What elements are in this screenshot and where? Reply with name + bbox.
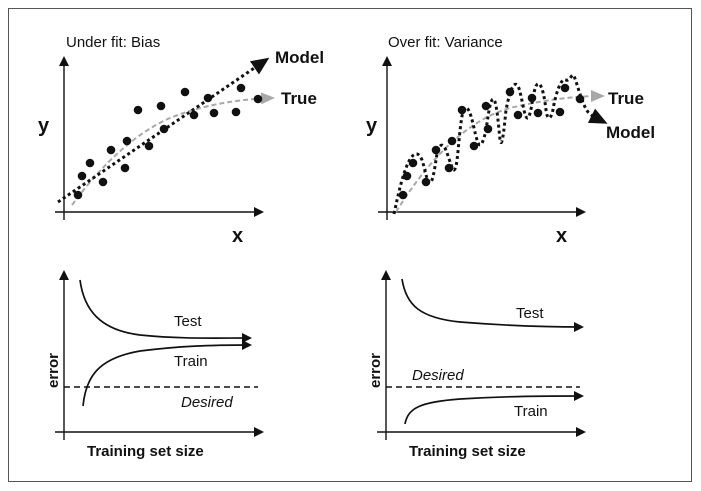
data-point: [231, 107, 241, 117]
data-point: [398, 190, 408, 200]
variance-curve-x-label: Training set size: [409, 443, 526, 460]
data-point: [505, 87, 515, 97]
data-point: [469, 141, 479, 151]
data-point: [457, 105, 467, 115]
data-point: [156, 101, 166, 111]
overfit-panel: Over fit: Variance y x True: [366, 34, 655, 247]
bias-learning-curve-panel: error Training set size Desired Test Tra…: [45, 270, 264, 460]
bias-curve-test-curve: [79, 279, 252, 344]
data-point: [444, 163, 454, 173]
data-point: [431, 145, 441, 155]
overfit-true-curve: [395, 90, 605, 213]
variance-curve-train-curve: [404, 391, 584, 425]
data-point: [203, 93, 213, 103]
data-point: [513, 110, 523, 120]
underfit-model-label: Model: [275, 48, 324, 67]
data-point: [408, 158, 418, 168]
data-point: [575, 94, 585, 104]
overfit-points: [398, 83, 585, 200]
underfit-y-label: y: [38, 115, 50, 137]
figure-frame: [8, 8, 692, 482]
data-point: [447, 136, 457, 146]
data-point: [85, 158, 95, 168]
bias-curve-desired-label: Desired: [181, 394, 233, 411]
bias-curve-test-label: Test: [174, 313, 202, 330]
data-point: [159, 124, 169, 134]
overfit-true-label: True: [608, 89, 644, 108]
bias-curve-train-label: Train: [174, 353, 208, 370]
data-point: [209, 108, 219, 118]
underfit-points: [73, 83, 263, 200]
underfit-x-label: x: [232, 225, 243, 247]
variance-curve-train-label: Train: [514, 403, 548, 420]
variance-curve-test-curve: [401, 278, 584, 332]
data-point: [481, 101, 491, 111]
overfit-x-label: x: [556, 225, 567, 247]
bias-curve-y-label: error: [45, 353, 62, 388]
data-point: [236, 83, 246, 93]
data-point: [189, 110, 199, 120]
data-point: [106, 145, 116, 155]
bias-curve-train-curve: [82, 340, 252, 407]
underfit-true-label: True: [281, 89, 317, 108]
data-point: [144, 141, 154, 151]
data-point: [253, 94, 263, 104]
data-point: [73, 190, 83, 200]
data-point: [120, 163, 130, 173]
data-point: [527, 93, 537, 103]
overfit-title: Over fit: Variance: [388, 34, 503, 51]
data-point: [98, 177, 108, 187]
data-point: [555, 107, 565, 117]
underfit-title: Under fit: Bias: [66, 34, 160, 51]
underfit-true-curve: [71, 92, 275, 206]
data-point: [180, 87, 190, 97]
overfit-y-label: y: [366, 115, 378, 137]
bias-curve-x-label: Training set size: [87, 443, 204, 460]
overfit-model-curve: [392, 73, 608, 215]
data-point: [560, 83, 570, 93]
data-point: [133, 105, 143, 115]
data-point: [483, 124, 493, 134]
data-point: [77, 171, 87, 181]
variance-learning-curve-panel: error Training set size Desired Test Tra…: [367, 270, 586, 460]
variance-curve-y-label: error: [367, 353, 384, 388]
data-point: [421, 177, 431, 187]
overfit-model-label: Model: [606, 123, 655, 142]
variance-curve-desired-label: Desired: [412, 367, 464, 384]
underfit-panel: Under fit: Bias y x Model Tr: [38, 34, 324, 247]
data-point: [402, 171, 412, 181]
data-point: [533, 108, 543, 118]
data-point: [122, 136, 132, 146]
variance-curve-test-label: Test: [516, 305, 544, 322]
